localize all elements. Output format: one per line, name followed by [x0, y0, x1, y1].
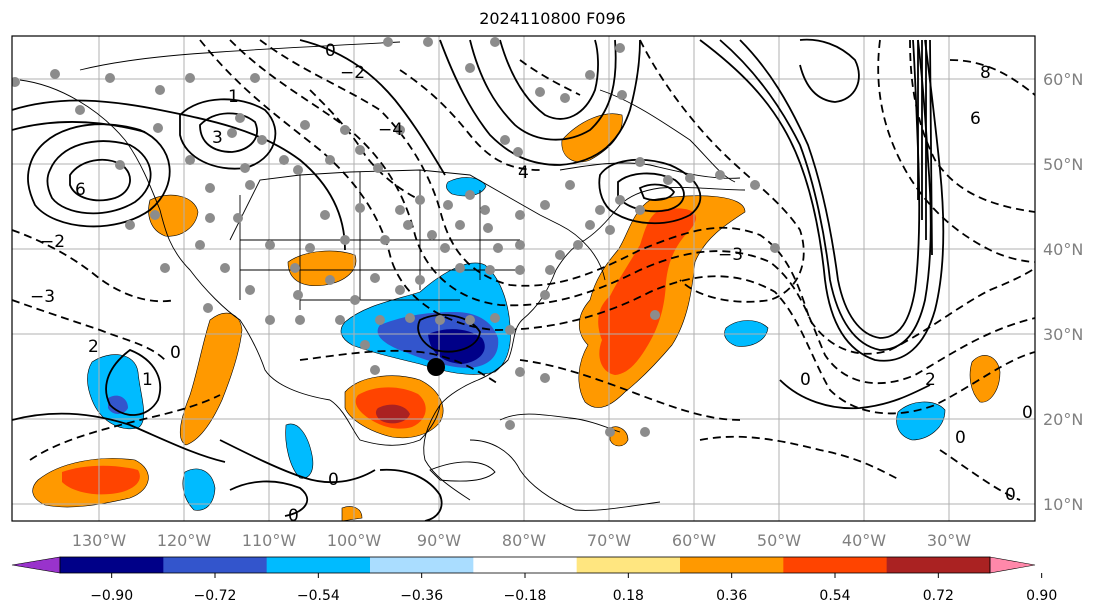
contour-label: 0	[800, 370, 811, 390]
contours-negative	[12, 39, 1035, 501]
contour-label: 6	[970, 109, 981, 129]
contour-label: 4	[518, 163, 529, 183]
colorbar-bin	[886, 557, 991, 573]
plot-title: 2024110800 F096	[479, 9, 626, 28]
contour-label: 0	[288, 506, 299, 526]
shade-gulf-navy	[428, 329, 485, 364]
contour-label: 2	[88, 337, 99, 357]
colorbar-tick-label: −0.18	[504, 588, 547, 604]
storm-center-marker	[427, 358, 445, 376]
contour-labels: 6 3 1 2 1 0 −3 −2 0 −2 −4 4 0 2 0 0 0 6 …	[30, 41, 1033, 526]
colorbar-bin	[680, 557, 784, 573]
colorbar-bin	[370, 557, 474, 573]
shade-eatl-orange	[969, 355, 1001, 403]
lat-tick-label: 10°N	[1043, 495, 1083, 514]
contour-label: −2	[40, 232, 65, 252]
contour-label: 0	[1022, 403, 1033, 423]
colorbar-tick-label: −0.90	[90, 588, 133, 604]
lat-tick-label: 40°N	[1043, 240, 1083, 259]
lon-tick-label: 90°W	[417, 531, 461, 550]
contours-positive	[12, 38, 945, 521]
shade-mexico-orange	[179, 312, 243, 446]
contour-label: 0	[955, 428, 966, 448]
colorbar-bin	[576, 557, 681, 573]
graticule	[12, 36, 1035, 521]
colorbar-tick-label: 0.36	[716, 588, 747, 604]
contour-label: −3	[718, 245, 743, 265]
lon-tick-label: 110°W	[242, 531, 297, 550]
contour-label: 3	[212, 128, 223, 148]
contour-label: 0	[325, 41, 336, 61]
colorbar-tick-label: −0.54	[297, 588, 340, 604]
colorbar-bin	[473, 557, 578, 573]
contour-label: 1	[228, 87, 239, 107]
colorbar-under-triangle	[11, 556, 61, 574]
shade-midatl-blue	[724, 320, 769, 347]
lon-tick-label: 40°W	[842, 531, 886, 550]
lon-tick-label: 30°W	[927, 531, 971, 550]
colorbar-bin	[163, 557, 268, 573]
contour-label: 0	[1005, 485, 1016, 505]
shade-pacific-blue	[108, 395, 128, 414]
colorbar-tick-label: 0.90	[1026, 588, 1057, 604]
colorbar-tick-label: −0.72	[194, 588, 237, 604]
lon-axis-labels: 130°W 120°W 110°W 100°W 90°W 80°W 70°W 6…	[72, 531, 971, 550]
colorbar-over-triangle	[989, 556, 1036, 574]
lon-tick-label: 120°W	[157, 531, 212, 550]
lon-tick-label: 100°W	[327, 531, 382, 550]
colorbar-tick-label: 0.18	[613, 588, 644, 604]
contour-label: 0	[170, 343, 181, 363]
contour-label: 0	[328, 470, 339, 490]
colorbar-tick-label: 0.54	[819, 588, 850, 604]
colorbar-tick-label: 0.72	[923, 588, 954, 604]
shade-atlantic-red	[598, 208, 696, 375]
lat-tick-label: 30°N	[1043, 325, 1083, 344]
lon-tick-label: 70°W	[587, 531, 631, 550]
contour-label: 8	[980, 63, 991, 83]
shade-south-orange	[341, 506, 363, 521]
lon-tick-label: 60°W	[672, 531, 716, 550]
colorbar: −0.90 −0.72 −0.54 −0.36 −0.18 0.18 0.36 0.54 0.7…	[11, 556, 1057, 604]
colorbar-bin	[266, 557, 371, 573]
shade-swpac-red	[62, 465, 140, 495]
colorbar-bin	[783, 557, 888, 573]
lon-tick-label: 130°W	[72, 531, 127, 550]
contour-label: −2	[340, 63, 365, 83]
lat-tick-label: 20°N	[1043, 410, 1083, 429]
lat-tick-label: 60°N	[1043, 70, 1083, 89]
contour-label: −4	[378, 120, 403, 140]
map-frame	[11, 35, 1036, 522]
contour-label: 2	[925, 370, 936, 390]
colorbar-bin	[60, 557, 164, 573]
contour-label: 6	[75, 180, 86, 200]
colorbar-tick-label: −0.36	[400, 588, 443, 604]
lon-tick-label: 50°W	[757, 531, 801, 550]
contour-label: −3	[30, 287, 55, 307]
contour-label: 1	[142, 370, 153, 390]
lon-tick-label: 80°W	[502, 531, 546, 550]
lat-axis-labels: 60°N 50°N 40°N 30°N 20°N 10°N	[1043, 70, 1083, 514]
station-dots	[12, 37, 780, 437]
shade-bc-orange	[148, 194, 199, 237]
lat-tick-label: 50°N	[1043, 155, 1083, 174]
shade-carib-blue	[285, 423, 314, 479]
